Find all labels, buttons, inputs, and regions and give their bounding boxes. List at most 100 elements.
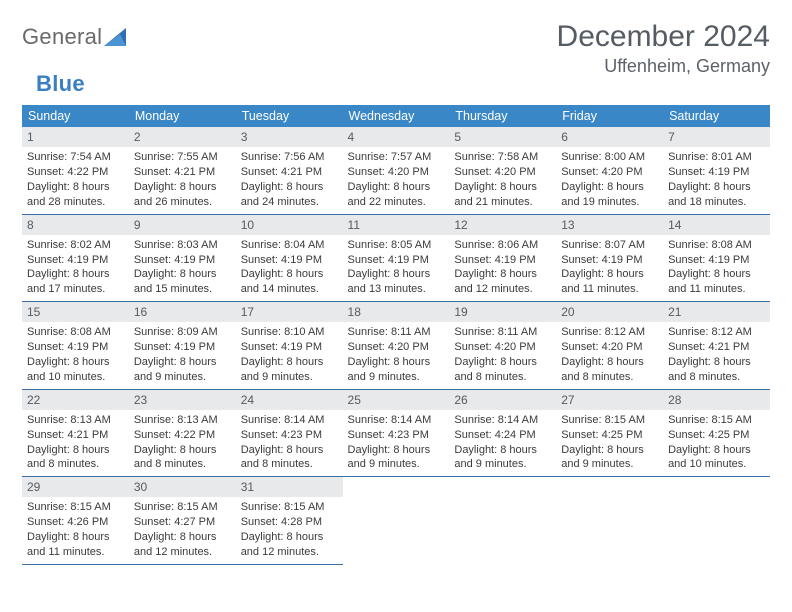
sunrise-text: Sunrise: 8:02 AM <box>27 238 124 253</box>
sunset-text: Sunset: 4:21 PM <box>134 165 231 180</box>
calendar-cell: 29Sunrise: 8:15 AMSunset: 4:26 PMDayligh… <box>22 477 129 565</box>
logo-text-general: General <box>22 24 102 50</box>
daylight-text-2: and 22 minutes. <box>348 195 445 210</box>
daylight-text-2: and 8 minutes. <box>134 457 231 472</box>
sunrise-text: Sunrise: 8:12 AM <box>668 325 765 340</box>
day-info: Sunrise: 8:11 AMSunset: 4:20 PMDaylight:… <box>343 322 450 388</box>
daylight-text-1: Daylight: 8 hours <box>668 355 765 370</box>
day-info: Sunrise: 8:13 AMSunset: 4:21 PMDaylight:… <box>22 410 129 476</box>
day-number: 28 <box>663 390 770 410</box>
sunset-text: Sunset: 4:20 PM <box>561 340 658 355</box>
daylight-text-1: Daylight: 8 hours <box>454 355 551 370</box>
day-info: Sunrise: 8:12 AMSunset: 4:21 PMDaylight:… <box>663 322 770 388</box>
calendar-cell: 25Sunrise: 8:14 AMSunset: 4:23 PMDayligh… <box>343 389 450 477</box>
month-title: December 2024 <box>557 20 770 54</box>
daylight-text-1: Daylight: 8 hours <box>27 267 124 282</box>
sunset-text: Sunset: 4:25 PM <box>561 428 658 443</box>
weekday-header-row: Sunday Monday Tuesday Wednesday Thursday… <box>22 105 770 127</box>
day-number: 18 <box>343 302 450 322</box>
day-number: 21 <box>663 302 770 322</box>
calendar-cell: 30Sunrise: 8:15 AMSunset: 4:27 PMDayligh… <box>129 477 236 565</box>
day-number: 2 <box>129 127 236 147</box>
calendar-cell: 14Sunrise: 8:08 AMSunset: 4:19 PMDayligh… <box>663 214 770 302</box>
daylight-text-2: and 11 minutes. <box>27 545 124 560</box>
day-number: 22 <box>22 390 129 410</box>
sunrise-text: Sunrise: 8:14 AM <box>241 413 338 428</box>
weekday-header: Tuesday <box>236 105 343 127</box>
day-info: Sunrise: 8:13 AMSunset: 4:22 PMDaylight:… <box>129 410 236 476</box>
daylight-text-1: Daylight: 8 hours <box>561 355 658 370</box>
daylight-text-2: and 8 minutes. <box>668 370 765 385</box>
weekday-header: Friday <box>556 105 663 127</box>
calendar-cell: 8Sunrise: 8:02 AMSunset: 4:19 PMDaylight… <box>22 214 129 302</box>
calendar-cell: 11Sunrise: 8:05 AMSunset: 4:19 PMDayligh… <box>343 214 450 302</box>
weekday-header: Wednesday <box>343 105 450 127</box>
sunset-text: Sunset: 4:19 PM <box>561 253 658 268</box>
daylight-text-2: and 12 minutes. <box>454 282 551 297</box>
calendar-cell: 1Sunrise: 7:54 AMSunset: 4:22 PMDaylight… <box>22 127 129 214</box>
day-info: Sunrise: 7:56 AMSunset: 4:21 PMDaylight:… <box>236 147 343 213</box>
day-info: Sunrise: 8:14 AMSunset: 4:24 PMDaylight:… <box>449 410 556 476</box>
sunrise-text: Sunrise: 8:06 AM <box>454 238 551 253</box>
daylight-text-1: Daylight: 8 hours <box>561 267 658 282</box>
daylight-text-2: and 12 minutes. <box>241 545 338 560</box>
daylight-text-2: and 8 minutes. <box>241 457 338 472</box>
sunset-text: Sunset: 4:28 PM <box>241 515 338 530</box>
day-info: Sunrise: 8:09 AMSunset: 4:19 PMDaylight:… <box>129 322 236 388</box>
daylight-text-2: and 9 minutes. <box>348 457 445 472</box>
sunrise-text: Sunrise: 8:11 AM <box>454 325 551 340</box>
calendar-cell: 28Sunrise: 8:15 AMSunset: 4:25 PMDayligh… <box>663 389 770 477</box>
calendar-cell: 19Sunrise: 8:11 AMSunset: 4:20 PMDayligh… <box>449 302 556 390</box>
calendar-cell: 5Sunrise: 7:58 AMSunset: 4:20 PMDaylight… <box>449 127 556 214</box>
daylight-text-1: Daylight: 8 hours <box>241 355 338 370</box>
daylight-text-2: and 10 minutes. <box>27 370 124 385</box>
day-info: Sunrise: 8:15 AMSunset: 4:27 PMDaylight:… <box>129 497 236 563</box>
day-number: 9 <box>129 215 236 235</box>
calendar-cell: . <box>663 477 770 565</box>
day-number: 31 <box>236 477 343 497</box>
daylight-text-1: Daylight: 8 hours <box>134 180 231 195</box>
day-info: Sunrise: 7:55 AMSunset: 4:21 PMDaylight:… <box>129 147 236 213</box>
daylight-text-2: and 10 minutes. <box>668 457 765 472</box>
daylight-text-1: Daylight: 8 hours <box>241 443 338 458</box>
day-info: Sunrise: 8:15 AMSunset: 4:25 PMDaylight:… <box>556 410 663 476</box>
day-info: Sunrise: 8:04 AMSunset: 4:19 PMDaylight:… <box>236 235 343 301</box>
day-number: 30 <box>129 477 236 497</box>
day-info: Sunrise: 8:15 AMSunset: 4:26 PMDaylight:… <box>22 497 129 563</box>
daylight-text-1: Daylight: 8 hours <box>348 267 445 282</box>
daylight-text-2: and 19 minutes. <box>561 195 658 210</box>
calendar-cell: 18Sunrise: 8:11 AMSunset: 4:20 PMDayligh… <box>343 302 450 390</box>
daylight-text-2: and 9 minutes. <box>134 370 231 385</box>
calendar-row: 8Sunrise: 8:02 AMSunset: 4:19 PMDaylight… <box>22 214 770 302</box>
day-number: 29 <box>22 477 129 497</box>
calendar-cell: 13Sunrise: 8:07 AMSunset: 4:19 PMDayligh… <box>556 214 663 302</box>
day-info: Sunrise: 8:12 AMSunset: 4:20 PMDaylight:… <box>556 322 663 388</box>
sunset-text: Sunset: 4:20 PM <box>454 340 551 355</box>
sunset-text: Sunset: 4:21 PM <box>241 165 338 180</box>
day-info: Sunrise: 8:01 AMSunset: 4:19 PMDaylight:… <box>663 147 770 213</box>
day-info: Sunrise: 8:02 AMSunset: 4:19 PMDaylight:… <box>22 235 129 301</box>
daylight-text-2: and 11 minutes. <box>561 282 658 297</box>
calendar-cell: 27Sunrise: 8:15 AMSunset: 4:25 PMDayligh… <box>556 389 663 477</box>
day-info: Sunrise: 8:15 AMSunset: 4:25 PMDaylight:… <box>663 410 770 476</box>
calendar-cell: 21Sunrise: 8:12 AMSunset: 4:21 PMDayligh… <box>663 302 770 390</box>
calendar-cell: 16Sunrise: 8:09 AMSunset: 4:19 PMDayligh… <box>129 302 236 390</box>
daylight-text-1: Daylight: 8 hours <box>27 443 124 458</box>
daylight-text-2: and 12 minutes. <box>134 545 231 560</box>
weekday-header: Monday <box>129 105 236 127</box>
sunset-text: Sunset: 4:19 PM <box>134 253 231 268</box>
sunrise-text: Sunrise: 8:01 AM <box>668 150 765 165</box>
day-info: Sunrise: 8:14 AMSunset: 4:23 PMDaylight:… <box>343 410 450 476</box>
day-number: 3 <box>236 127 343 147</box>
sunrise-text: Sunrise: 8:14 AM <box>348 413 445 428</box>
sunrise-text: Sunrise: 7:56 AM <box>241 150 338 165</box>
day-number: 25 <box>343 390 450 410</box>
daylight-text-2: and 9 minutes. <box>348 370 445 385</box>
sunset-text: Sunset: 4:21 PM <box>27 428 124 443</box>
day-number: 13 <box>556 215 663 235</box>
day-number: 24 <box>236 390 343 410</box>
calendar-row: 15Sunrise: 8:08 AMSunset: 4:19 PMDayligh… <box>22 302 770 390</box>
daylight-text-2: and 24 minutes. <box>241 195 338 210</box>
sunrise-text: Sunrise: 8:13 AM <box>27 413 124 428</box>
sunrise-text: Sunrise: 8:08 AM <box>668 238 765 253</box>
